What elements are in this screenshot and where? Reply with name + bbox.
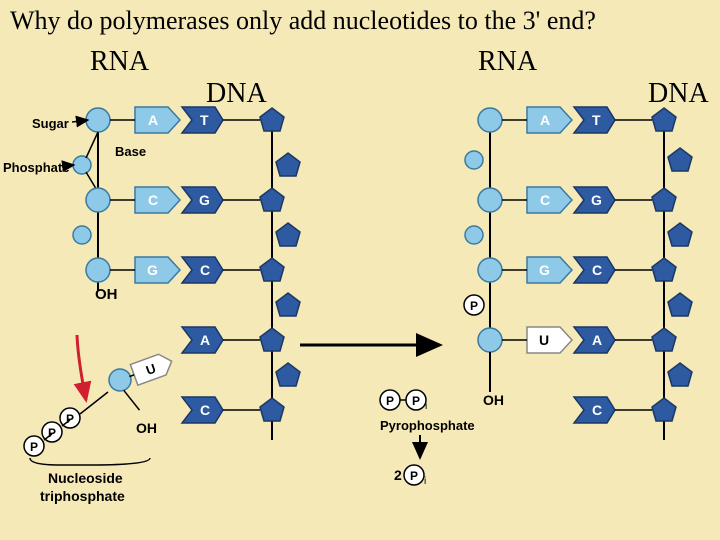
svg-text:G: G xyxy=(591,192,602,208)
svg-text:P: P xyxy=(410,469,418,483)
svg-text:P: P xyxy=(66,412,74,426)
svg-text:C: C xyxy=(148,192,158,208)
svg-text:T: T xyxy=(592,112,601,128)
svg-text:U: U xyxy=(539,332,549,348)
svg-text:A: A xyxy=(540,112,550,128)
svg-text:G: G xyxy=(199,192,210,208)
svg-text:C: C xyxy=(592,262,602,278)
svg-text:i: i xyxy=(425,401,427,412)
svg-text:T: T xyxy=(200,112,209,128)
svg-text:i: i xyxy=(424,476,426,487)
svg-text:C: C xyxy=(540,192,550,208)
svg-text:G: G xyxy=(147,262,158,278)
diagram-svg: A T C G G C A xyxy=(0,0,720,540)
svg-text:2: 2 xyxy=(394,467,402,483)
svg-text:A: A xyxy=(200,332,210,348)
right-diagram: A T C G G C P U A xyxy=(464,107,692,440)
svg-text:P: P xyxy=(470,299,478,313)
svg-text:P: P xyxy=(386,394,394,408)
svg-text:A: A xyxy=(148,112,158,128)
svg-text:P: P xyxy=(412,394,420,408)
svg-text:P: P xyxy=(30,440,38,454)
svg-text:C: C xyxy=(592,402,602,418)
pyrophosphate: P P i 2 P i xyxy=(380,390,427,487)
svg-text:C: C xyxy=(200,402,210,418)
svg-text:A: A xyxy=(592,332,602,348)
svg-text:G: G xyxy=(539,262,550,278)
left-diagram: A T C G G C A xyxy=(24,107,300,465)
svg-text:P: P xyxy=(48,426,56,440)
svg-text:C: C xyxy=(200,262,210,278)
